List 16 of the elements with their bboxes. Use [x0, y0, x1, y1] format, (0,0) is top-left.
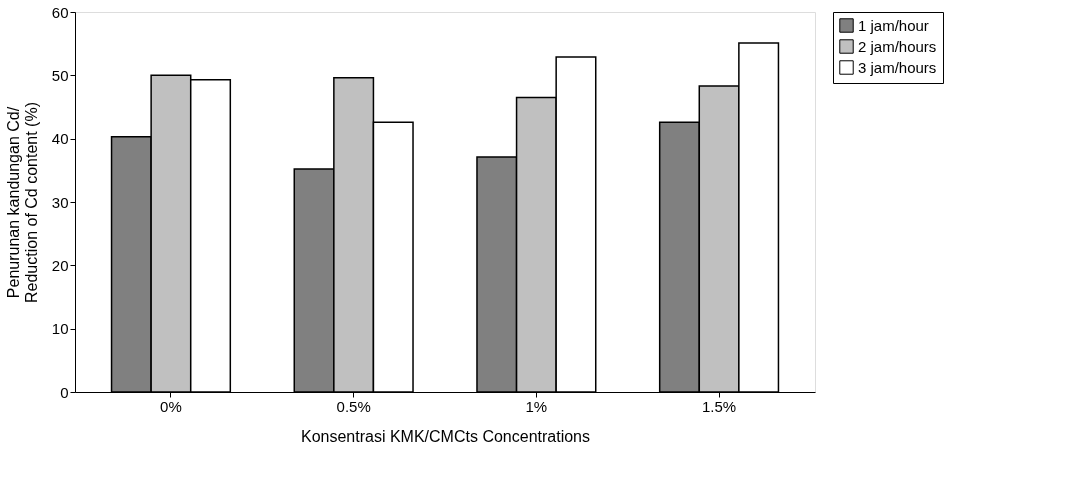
y-tick-label: 60 — [51, 3, 69, 21]
legend-label: 2 jam/hours — [858, 37, 937, 55]
legend-label: 1 jam/hour — [858, 16, 929, 34]
x-tick-label: 1.5% — [701, 397, 737, 415]
y-tick-label: 30 — [51, 193, 69, 211]
x-tick-label: 0% — [160, 397, 182, 415]
y-tick-label: 40 — [51, 130, 69, 148]
x-axis-title: Konsentrasi KMK/CMCts Concentrations — [301, 427, 590, 445]
x-tick-label: 0.5% — [336, 397, 371, 415]
y-tick-label: 20 — [51, 256, 69, 274]
legend-label: 3 jam/hours — [858, 58, 937, 76]
y-tick-label: 50 — [51, 66, 69, 84]
y-tick-label: 0 — [60, 383, 69, 401]
y-axis-title: Penurunan kandungan Cd/ Reduction of Cd content (%) — [4, 102, 40, 303]
x-tick-label: 1% — [525, 397, 548, 415]
y-tick-label: 10 — [51, 320, 69, 338]
